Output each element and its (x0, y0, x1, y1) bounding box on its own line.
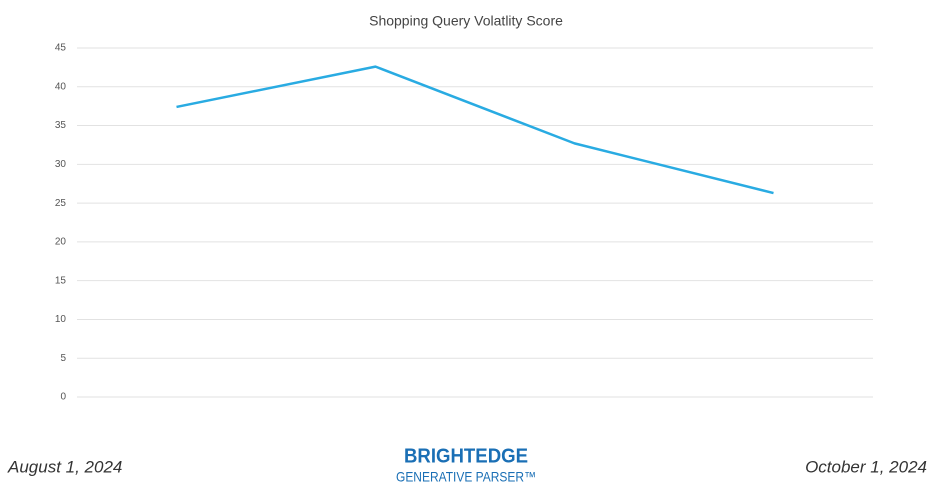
chart-title: Shopping Query Volatlity Score (369, 13, 563, 29)
y-tick-label: 35 (55, 120, 67, 131)
data-line (176, 65, 774, 195)
y-tick-label: 0 (60, 392, 66, 403)
y-tick-label: 20 (55, 237, 67, 248)
start-date: August 1, 2024 (7, 457, 122, 476)
end-date: October 1, 2024 (805, 457, 927, 476)
y-tick-label: 10 (55, 314, 67, 325)
product-name: GENERATIVE PARSER™ (396, 469, 536, 484)
y-tick-label: 30 (55, 159, 67, 170)
y-tick-label: 15 (55, 275, 67, 286)
y-tick-label: 40 (55, 81, 67, 92)
y-tick-label: 5 (60, 353, 66, 364)
y-tick-label: 25 (55, 198, 67, 209)
y-tick-label: 45 (55, 43, 67, 54)
brand-logo: BRIGHTEDGE (404, 445, 528, 467)
